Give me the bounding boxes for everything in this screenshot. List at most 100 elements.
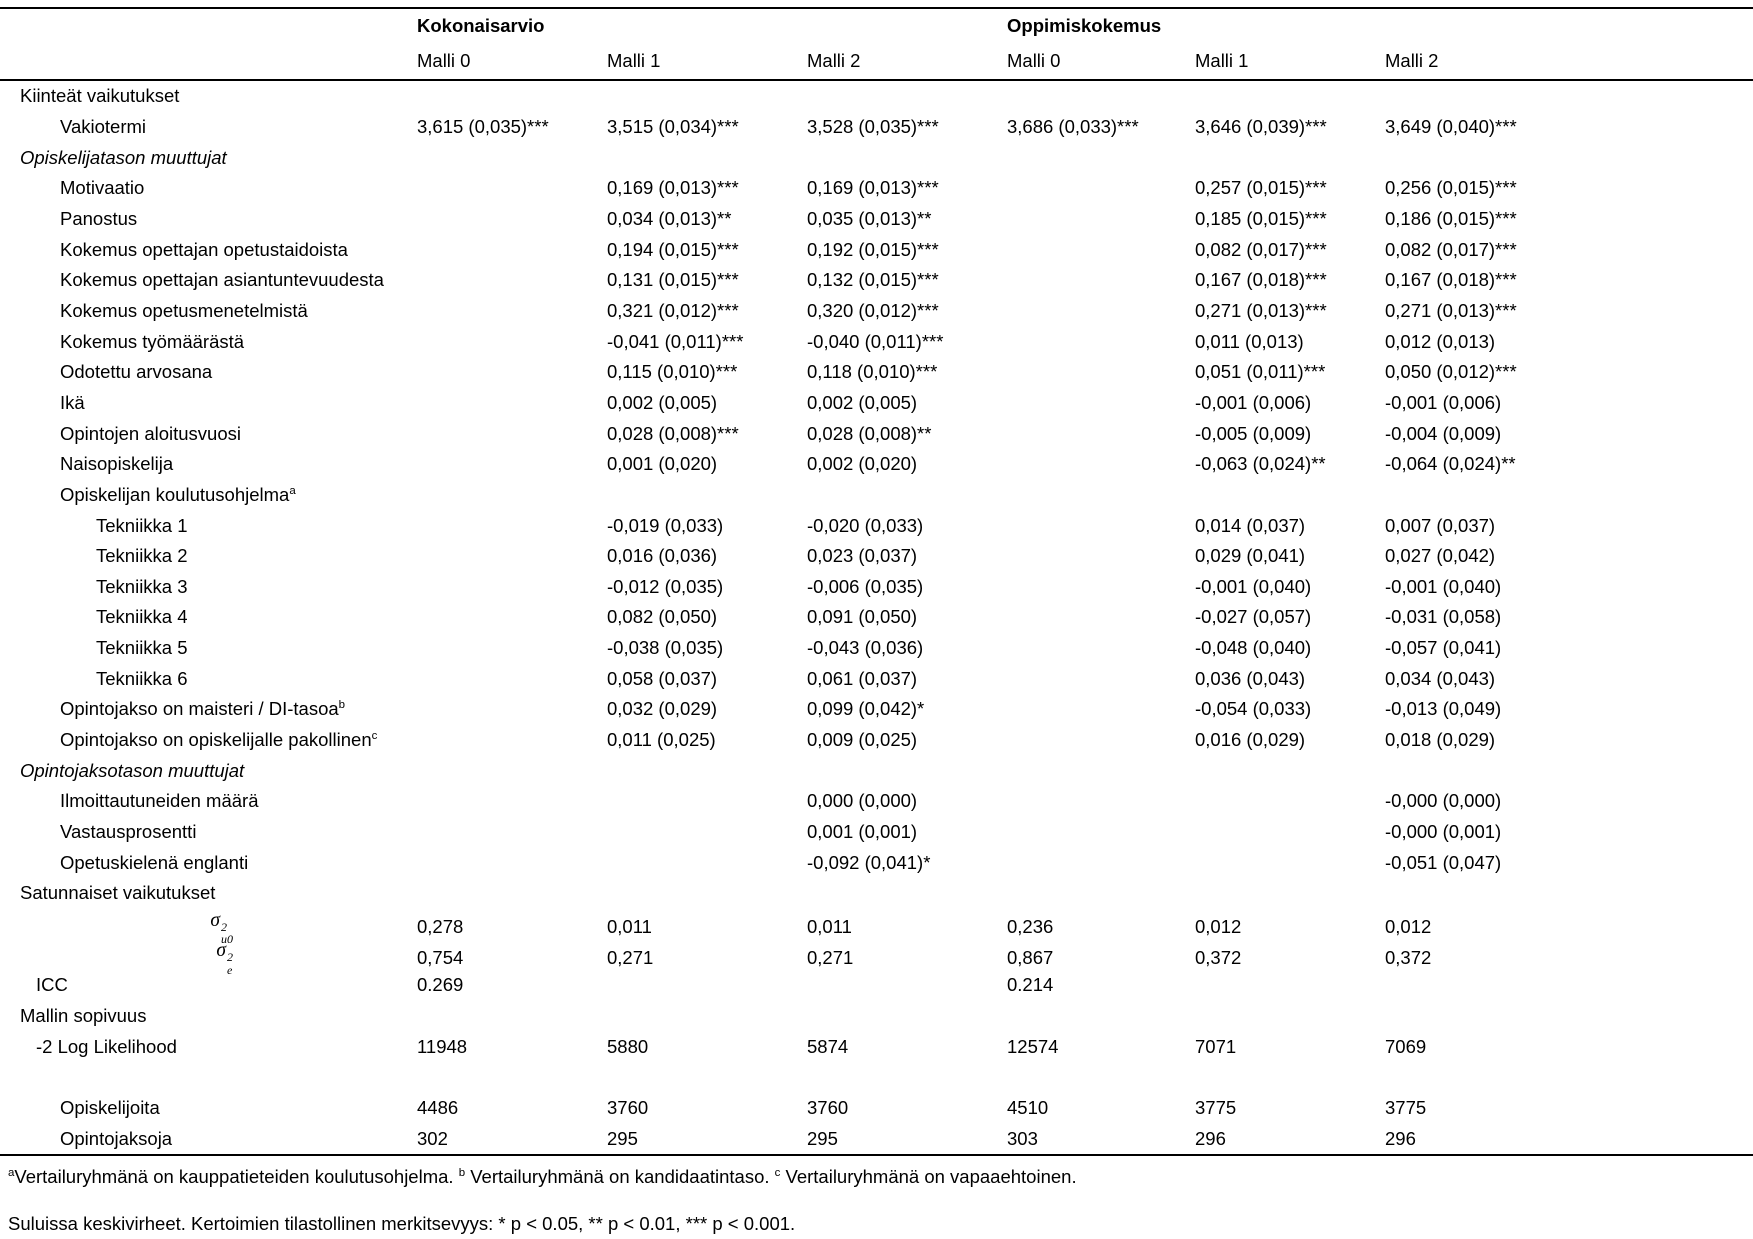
cell-value: 0,372 [1195,946,1242,968]
cell-value: 3,646 (0,039)*** [1195,115,1327,137]
table-row: σ 2 u0 0,278 0,011 0,011 0,236 0,012 0,012 [0,909,1753,946]
cell-value: -0,051 (0,047) [1385,851,1502,873]
cell-value: -0,092 (0,041)* [807,851,931,873]
group-header-row: Kokonaisarvio Oppimiskokemus [0,9,1753,43]
label-superscript: c [371,729,378,742]
table-row: Opintojaksoja 302 295 295 303 296 296 [0,1123,1753,1154]
table-row: -2 Log Likelihood 11948 5880 5874 12574 7071 7… [0,1031,1753,1062]
row-label: Naisopiskelija [60,453,174,475]
row-label: Odotettu arvosana [60,361,213,383]
row-label: Tekniikka 5 [96,637,188,659]
row-label: Vakiotermi [60,115,147,137]
cell-value: -0,038 (0,035) [607,637,724,659]
row-label: Opiskelijatason muuttujat [20,146,227,168]
cell-value: 0,082 (0,017)*** [1385,238,1517,260]
cell-value: 0,036 (0,043) [1195,667,1306,689]
cell-value: -0,043 (0,036) [807,637,924,659]
table-row: Satunnaiset vaikutukset [0,878,1753,909]
table-row: Odotettu arvosana 0,115 (0,010)*** 0,118 (… [0,357,1753,388]
footnote-text: Vertailuryhmänä on kandidaatintaso. [470,1165,770,1187]
cell-value: 0,011 (0,013) [1195,330,1304,352]
cell-value: 0,007 (0,037) [1385,514,1496,536]
cell-value: 0,271 (0,013)*** [1385,299,1517,321]
row-label: Satunnaiset vaikutukset [20,882,216,904]
table-body: Kiinteät vaikutukset Vakiotermi 3,615 (0,0… [0,81,1753,1154]
cell-value: -0,001 (0,040) [1195,575,1312,597]
cell-value: -0,012 (0,035) [607,575,724,597]
cell-value: 12574 [1007,1035,1059,1057]
row-label: Panostus [60,207,138,229]
footnote-sup: b [458,1166,466,1179]
table-row: Tekniikka 1 -0,019 (0,033) -0,020 (0,033) 0… [0,510,1753,541]
table-row: Opiskelijatason muuttujat [0,142,1753,173]
table-row: Panostus 0,034 (0,013)** 0,035 (0,013)** 0,… [0,204,1753,235]
cell-value: 3760 [607,1096,649,1118]
cell-value: 11948 [417,1035,468,1057]
cell-value: -0,004 (0,009) [1385,422,1502,444]
table-row: Tekniikka 6 0,058 (0,037) 0,061 (0,037) 0,0… [0,663,1753,694]
label-superscript: a [289,484,296,497]
cell-value: 0,754 [417,946,464,968]
row-label: Kokemus opettajan opetustaidoista [60,238,348,260]
footnote-significance: Suluissa keskivirheet. Kertoimien tilast… [8,1212,796,1234]
cell-value: 0,132 (0,015)*** [807,269,939,291]
cell-value: -0,006 (0,035) [807,575,924,597]
cell-value: 0,018 (0,029) [1385,729,1496,751]
footnotes: aVertailuryhmänä on kauppatieteiden koul… [0,1166,1753,1235]
table-row: Motivaatio 0,169 (0,013)*** 0,169 (0,013)*… [0,173,1753,204]
cell-value: 0,016 (0,036) [607,545,718,567]
cell-value: 3,686 (0,033)*** [1007,115,1139,137]
table-row: Opintojaksotason muuttujat [0,755,1753,786]
cell-value: 0,115 (0,010)*** [607,361,738,383]
table-row: Opintojakso on maisteri / DI-tasoab 0,032… [0,694,1753,725]
label-superscript: b [338,699,346,712]
cell-value: 0,061 (0,037) [807,667,918,689]
sigma-symbol: σ 2 u0 [210,909,233,946]
cell-value: 295 [807,1127,838,1149]
footnote-sup: a [8,1166,15,1179]
row-label: Opintojaksoja [60,1127,173,1149]
table-row-empty [0,1062,1753,1093]
cell-value: 0,011 [807,915,852,937]
row-label: -2 Log Likelihood [36,1035,177,1057]
cell-value: -0,001 (0,040) [1385,575,1502,597]
cell-value: -0,063 (0,024)** [1195,453,1326,475]
table-bottom-rule [0,1153,1753,1156]
cell-value: 0,012 (0,013) [1385,330,1496,352]
cell-value: -0,040 (0,011)*** [807,330,944,352]
cell-value: 0,131 (0,015)*** [607,269,739,291]
cell-value: -0,057 (0,041) [1385,637,1502,659]
cell-value: -0,001 (0,006) [1385,391,1502,413]
cell-value: -0,048 (0,040) [1195,637,1312,659]
table-row: Tekniikka 2 0,016 (0,036) 0,023 (0,037) 0,0… [0,541,1753,572]
model-header: Malli 2 [1385,50,1439,71]
cell-value: 0,278 [417,915,464,937]
cell-value: 0,058 (0,037) [607,667,718,689]
cell-value: 296 [1385,1127,1416,1149]
table-row: Tekniikka 4 0,082 (0,050) 0,091 (0,050) -0,… [0,602,1753,633]
model-header: Malli 1 [607,50,661,71]
cell-value: 0,001 (0,001) [807,821,918,843]
model-header-row: Malli 0 Malli 1 Malli 2 Malli 0 Malli 1 … [0,43,1753,79]
cell-value: 0,034 (0,043) [1385,667,1496,689]
cell-value: 0,016 (0,029) [1195,729,1306,751]
cell-value: 0,167 (0,018)*** [1195,269,1327,291]
row-label: Opintojen aloitusvuosi [60,422,241,444]
table-row: Opiskelijoita 4486 3760 3760 4510 3775 3775 [0,1093,1753,1124]
table-row: Opintojen aloitusvuosi 0,028 (0,008)*** 0,… [0,418,1753,449]
cell-value: -0,031 (0,058) [1385,606,1502,628]
cell-value: 0,867 [1007,946,1054,968]
row-label: Tekniikka 3 [96,575,188,597]
cell-value: 0,028 (0,008)** [807,422,932,444]
cell-value: 0,271 (0,013)*** [1195,299,1327,321]
cell-value: 0,035 (0,013)** [807,207,932,229]
cell-value: 0,032 (0,029) [607,698,718,720]
row-label: Kokemus opettajan asiantuntevuudesta [60,269,384,291]
table-row: ICC 0.269 0.214 [0,970,1753,1001]
row-label: Opintojakso on maisteri / DI-tasoab [60,698,346,720]
cell-value: -0,041 (0,011)*** [607,330,744,352]
footnote-text: Vertailuryhmänä on kauppatieteiden koulu… [14,1165,454,1187]
table-row: Ilmoittautuneiden määrä 0,000 (0,000) -0,0… [0,786,1753,817]
table-row: Kiinteät vaikutukset [0,81,1753,112]
